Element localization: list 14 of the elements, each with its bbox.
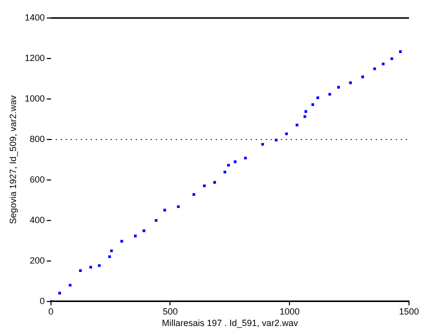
y-tick-label: 400	[30, 214, 45, 225]
y-tick-label: 200	[30, 255, 45, 266]
y-tick-label: 0	[40, 296, 45, 306]
x-axis-title: Millaresais 197 . Id_591, var2.wav	[162, 318, 298, 328]
y-tick-label: 1200	[24, 52, 45, 63]
x-tick-label: 0	[48, 306, 54, 316]
y-tick-label: 1000	[24, 93, 45, 104]
y-tick-label: 1400	[24, 12, 45, 22]
y-tick-label: 600	[30, 174, 45, 184]
y-axis-title: Segovia 1927, Id_509, var2.wav	[8, 94, 18, 224]
y-tick-label: 800	[30, 134, 45, 144]
x-tick-label: 1500	[398, 306, 420, 316]
x-tick-label: 500	[162, 306, 178, 316]
x-tick-label: 1000	[280, 306, 300, 316]
